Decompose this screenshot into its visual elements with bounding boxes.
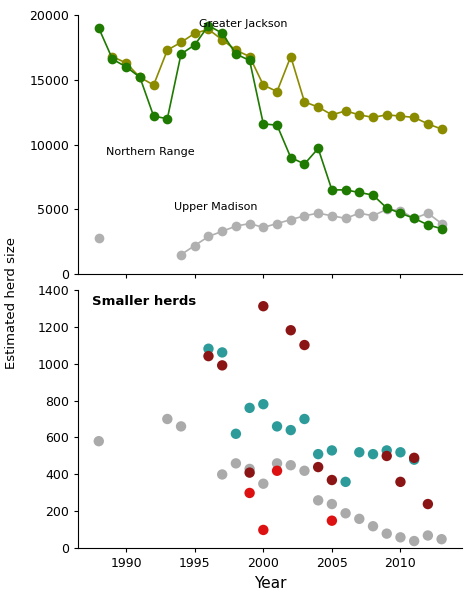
Point	[301, 414, 308, 424]
Point	[424, 531, 432, 541]
Point	[438, 534, 446, 544]
Point	[273, 459, 281, 468]
Point	[301, 466, 308, 476]
Point	[287, 325, 294, 335]
Point	[397, 477, 404, 487]
Point	[314, 496, 322, 505]
Point	[301, 340, 308, 350]
Point	[328, 475, 336, 485]
Point	[232, 459, 240, 468]
Text: Upper Madison: Upper Madison	[174, 202, 258, 211]
Point	[260, 399, 267, 409]
Text: Northern Range: Northern Range	[106, 147, 194, 157]
Point	[369, 449, 377, 459]
Point	[260, 525, 267, 534]
Point	[260, 301, 267, 311]
Point	[342, 477, 349, 487]
Point	[397, 447, 404, 457]
Point	[342, 508, 349, 518]
Point	[246, 488, 254, 498]
Point	[246, 464, 254, 474]
Point	[410, 536, 418, 546]
Point	[383, 529, 391, 539]
Text: Smaller herds: Smaller herds	[92, 295, 196, 308]
Point	[273, 422, 281, 431]
Point	[369, 521, 377, 531]
Point	[164, 414, 171, 424]
Point	[205, 351, 212, 361]
Point	[328, 499, 336, 509]
Point	[260, 479, 267, 488]
Point	[219, 470, 226, 479]
Point	[383, 445, 391, 455]
Point	[95, 436, 102, 446]
X-axis label: Year: Year	[254, 576, 286, 591]
Point	[219, 348, 226, 358]
Point	[356, 514, 363, 524]
Point	[273, 466, 281, 476]
Point	[424, 499, 432, 509]
Point	[314, 462, 322, 472]
Text: Estimated herd size: Estimated herd size	[5, 237, 18, 369]
Point	[410, 453, 418, 462]
Text: Greater Jackson: Greater Jackson	[199, 19, 287, 29]
Point	[328, 516, 336, 525]
Point	[246, 403, 254, 413]
Point	[356, 447, 363, 457]
Point	[410, 455, 418, 465]
Point	[177, 422, 185, 431]
Point	[383, 451, 391, 461]
Point	[219, 361, 226, 370]
Point	[205, 344, 212, 353]
Point	[246, 468, 254, 478]
Point	[287, 425, 294, 435]
Point	[287, 461, 294, 470]
Point	[397, 533, 404, 542]
Point	[232, 429, 240, 439]
Point	[328, 445, 336, 455]
Point	[314, 449, 322, 459]
